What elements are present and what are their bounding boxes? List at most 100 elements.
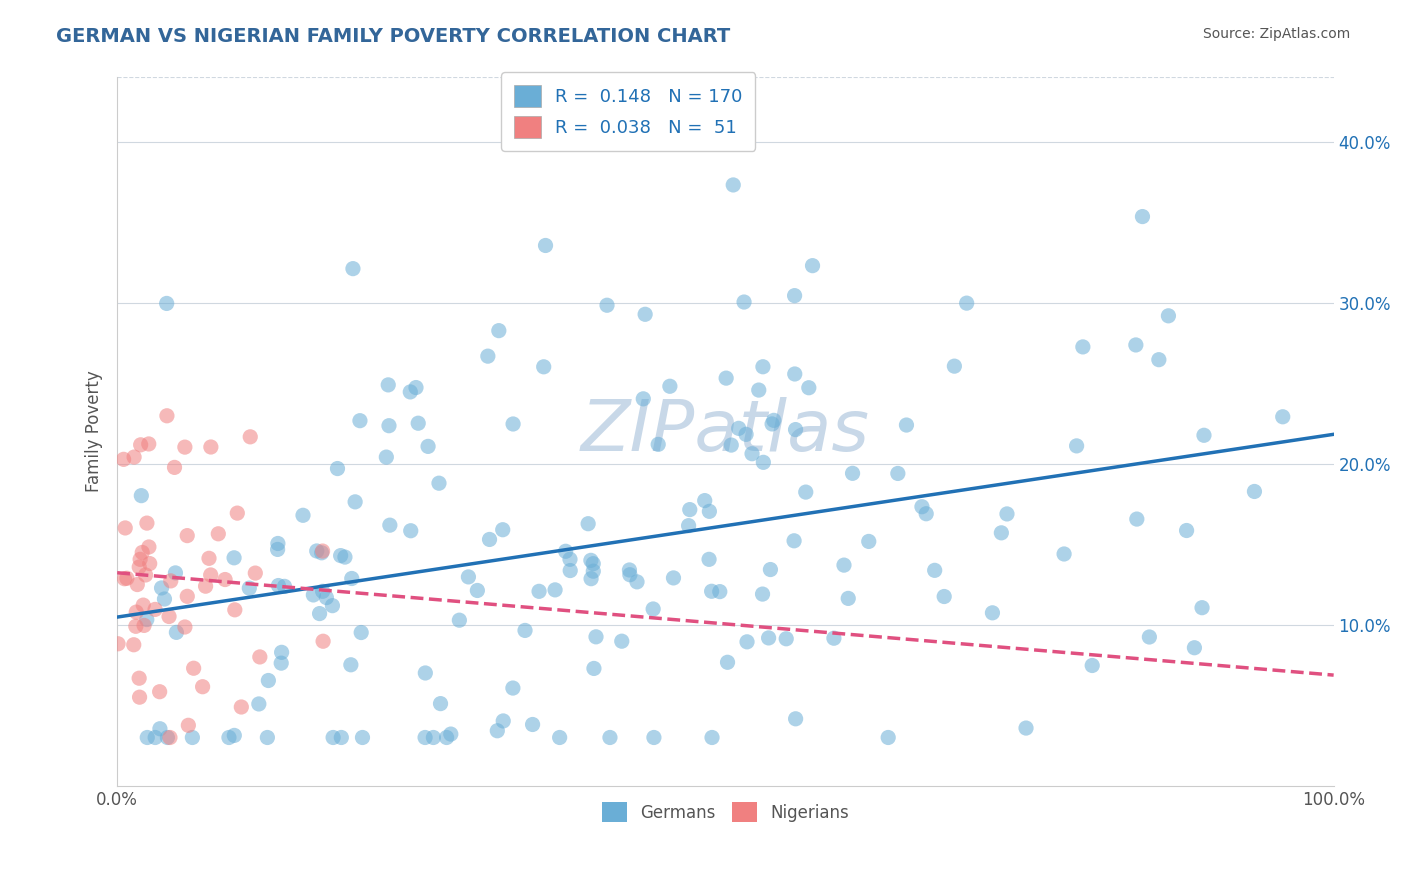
Point (200, 440, 222, 454)
Point (249, 649, 271, 664)
Point (700, 584, 723, 599)
Point (585, 630, 607, 644)
Point (159, 731, 181, 745)
Point (693, 493, 716, 508)
Point (321, 599, 343, 613)
Point (752, 455, 775, 469)
Point (915, 507, 938, 521)
Point (427, 476, 450, 491)
Point (422, 731, 444, 745)
Point (132, 598, 155, 612)
Point (224, 603, 246, 617)
Point (138, 540, 160, 554)
Point (582, 661, 605, 675)
Point (340, 657, 363, 672)
Point (198, 551, 221, 566)
Point (153, 592, 176, 607)
Point (457, 570, 479, 584)
Point (1191, 600, 1213, 615)
Point (527, 584, 550, 599)
Point (157, 609, 180, 624)
Point (132, 618, 155, 632)
Point (406, 416, 429, 430)
Point (858, 534, 880, 549)
Point (647, 437, 669, 451)
Point (837, 591, 859, 606)
Point (344, 495, 367, 509)
Point (135, 613, 157, 627)
Point (887, 467, 910, 481)
Point (579, 553, 602, 567)
Point (1184, 640, 1206, 655)
Point (1015, 721, 1038, 735)
Point (194, 579, 217, 593)
Point (329, 549, 352, 563)
Point (270, 656, 292, 670)
Point (115, 571, 138, 585)
Point (762, 413, 785, 427)
Point (330, 731, 353, 745)
Point (633, 392, 655, 406)
Point (758, 631, 780, 645)
Point (135, 568, 157, 582)
Point (302, 588, 325, 602)
Point (1053, 547, 1076, 561)
Point (1137, 630, 1160, 644)
Point (138, 437, 160, 451)
Point (311, 544, 333, 558)
Text: Source: ZipAtlas.com: Source: ZipAtlas.com (1202, 27, 1350, 41)
Point (785, 423, 807, 437)
Point (697, 552, 720, 566)
Point (619, 567, 641, 582)
Point (548, 731, 571, 745)
Point (342, 261, 364, 276)
Point (149, 684, 172, 698)
Point (1243, 484, 1265, 499)
Point (723, 178, 745, 192)
Text: ZIPatlas: ZIPatlas (581, 397, 870, 467)
Point (934, 590, 956, 604)
Point (159, 574, 181, 588)
Point (579, 572, 602, 586)
Point (513, 624, 536, 638)
Point (122, 638, 145, 652)
Point (576, 516, 599, 531)
Point (995, 507, 1018, 521)
Point (700, 731, 723, 745)
Point (378, 418, 401, 433)
Point (311, 546, 333, 560)
Point (247, 697, 270, 711)
Point (399, 524, 422, 538)
Point (156, 296, 179, 310)
Point (377, 377, 399, 392)
Point (943, 359, 966, 373)
Point (896, 418, 918, 433)
Point (741, 447, 763, 461)
Point (599, 731, 621, 745)
Point (449, 613, 471, 627)
Point (783, 367, 806, 381)
Point (416, 439, 439, 453)
Point (643, 731, 665, 745)
Point (477, 349, 499, 363)
Point (266, 542, 288, 557)
Point (436, 731, 458, 745)
Point (502, 681, 524, 695)
Point (136, 731, 159, 745)
Point (610, 634, 633, 648)
Point (226, 506, 249, 520)
Point (534, 238, 557, 252)
Point (413, 731, 436, 745)
Point (832, 558, 855, 573)
Point (990, 525, 1012, 540)
Point (399, 384, 422, 399)
Point (349, 414, 371, 428)
Point (114, 521, 136, 535)
Point (492, 523, 515, 537)
Point (131, 489, 153, 503)
Point (176, 590, 198, 604)
Point (1066, 439, 1088, 453)
Point (257, 673, 280, 688)
Point (267, 578, 290, 592)
Point (1192, 428, 1215, 442)
